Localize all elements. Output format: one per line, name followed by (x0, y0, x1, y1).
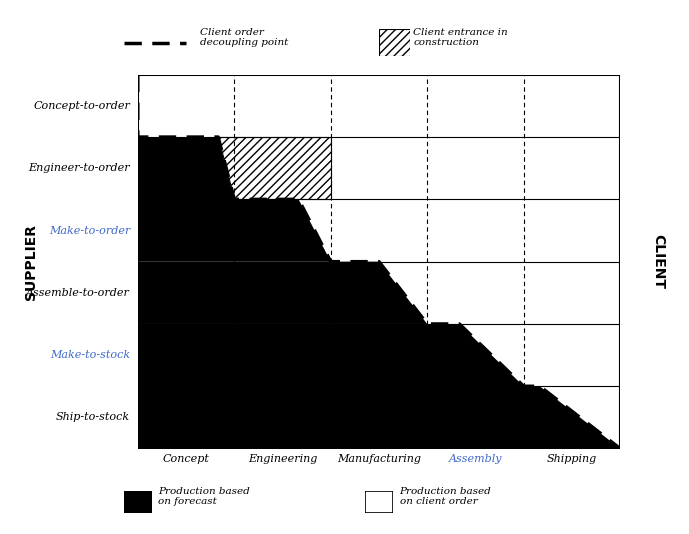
Text: Assembly: Assembly (449, 453, 502, 464)
Text: Shipping: Shipping (547, 453, 597, 464)
Text: Production based
on client order: Production based on client order (400, 487, 491, 506)
Text: Make-to-order: Make-to-order (49, 225, 130, 235)
Text: CLIENT: CLIENT (651, 234, 665, 289)
Polygon shape (138, 137, 234, 199)
Text: Assemble-to-order: Assemble-to-order (26, 288, 130, 298)
Text: Concept: Concept (163, 453, 209, 464)
Text: Concept-to-order: Concept-to-order (33, 101, 130, 111)
Text: Production based
on forecast: Production based on forecast (158, 487, 250, 506)
Text: SUPPLIER: SUPPLIER (24, 224, 38, 300)
Polygon shape (218, 137, 331, 199)
Text: Manufacturing: Manufacturing (337, 453, 421, 464)
Polygon shape (138, 324, 524, 386)
Text: Make-to-stock: Make-to-stock (50, 350, 130, 360)
Polygon shape (138, 386, 620, 449)
Polygon shape (138, 199, 331, 262)
Text: Engineering: Engineering (248, 453, 317, 464)
Text: Engineer-to-order: Engineer-to-order (28, 163, 130, 173)
Polygon shape (138, 262, 427, 324)
Text: Client entrance in
construction: Client entrance in construction (413, 28, 508, 47)
Text: Client order
decoupling point: Client order decoupling point (200, 28, 288, 47)
Text: Ship-to-stock: Ship-to-stock (56, 412, 130, 422)
